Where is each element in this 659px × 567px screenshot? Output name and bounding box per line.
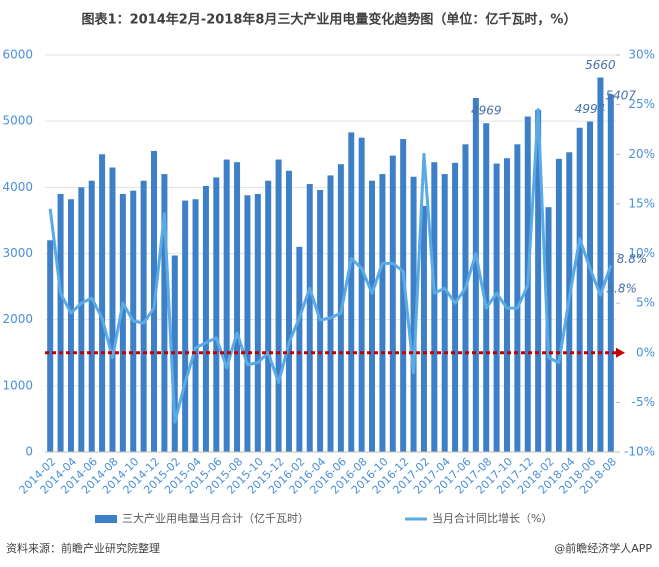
y2-tick-label: 15% (628, 196, 655, 210)
bar (587, 121, 594, 453)
bar (57, 193, 64, 452)
bar (348, 132, 355, 453)
y2-tick-label: -5% (632, 395, 655, 409)
y-tick-label: 6000 (2, 48, 33, 62)
bar (576, 127, 583, 453)
bar (67, 199, 74, 452)
bar (441, 174, 448, 452)
bar (472, 98, 479, 452)
bar (452, 162, 459, 452)
bar (182, 200, 189, 452)
zero-arrow (616, 347, 625, 358)
bar (327, 175, 334, 452)
legend-label: 当月合计同比增长（%） (432, 511, 552, 525)
line-value-label: 8.8% (617, 252, 648, 266)
bar (462, 144, 469, 452)
bar (119, 193, 126, 452)
bar (244, 195, 251, 453)
bar (234, 162, 241, 452)
bar (161, 174, 168, 452)
bar (597, 77, 604, 452)
bar (358, 137, 365, 453)
y2-tick-label: -10% (624, 445, 655, 459)
bar (88, 180, 95, 452)
bar (192, 199, 199, 452)
bar (555, 158, 562, 453)
bar (483, 123, 490, 452)
y-tick-label: 4000 (2, 180, 33, 194)
bar-value-label: 4969 (471, 104, 502, 118)
bar (213, 177, 220, 453)
bar (47, 240, 54, 452)
chart-title: 图表1：2014年2月-2018年8月三大产业用电量变化趋势图（单位：亿千瓦时，… (82, 12, 577, 28)
bar-value-label: 5407 (606, 89, 637, 103)
bar (265, 180, 272, 452)
source: 资料来源：前瞻产业研究院整理 (6, 541, 160, 555)
bar (431, 162, 438, 452)
y2-tick-label: 25% (628, 97, 655, 111)
y2-tick-label: 30% (628, 48, 655, 62)
bar (607, 94, 614, 453)
bar (78, 187, 85, 453)
bar (306, 184, 313, 452)
y2-tick-label: 20% (628, 147, 655, 161)
bar (410, 176, 417, 452)
legend-label: 三大产业用电量当月合计（亿千瓦时） (122, 511, 309, 525)
bar (254, 193, 261, 452)
bar (202, 186, 209, 452)
bar (389, 155, 396, 452)
bar (493, 163, 500, 452)
bar (514, 144, 521, 452)
bar (503, 158, 510, 452)
bar (420, 205, 427, 452)
bar (285, 170, 292, 452)
bar (400, 139, 407, 452)
legend-swatch (95, 515, 117, 523)
bar (275, 159, 282, 452)
y-tick-label: 5000 (2, 114, 33, 128)
y2-tick-label: 10% (628, 246, 655, 260)
bar (223, 159, 230, 452)
y2-tick-label: 5% (636, 296, 655, 310)
y-tick-label: 1000 (2, 378, 33, 392)
bar (535, 109, 542, 452)
line-value-label: 5.8% (606, 282, 637, 296)
brand: @前瞻经济学人APP (554, 541, 652, 555)
bar (379, 174, 386, 452)
y-tick-label: 0 (25, 445, 33, 459)
y-tick-label: 2000 (2, 312, 33, 326)
bar (109, 167, 116, 452)
y2-tick-label: 0% (636, 345, 655, 359)
bar (99, 154, 106, 452)
bar (369, 180, 376, 452)
bar-value-label: 5660 (585, 58, 616, 72)
bar (296, 246, 303, 452)
line (48, 108, 613, 424)
y-tick-label: 3000 (2, 246, 33, 260)
bar (140, 180, 147, 452)
